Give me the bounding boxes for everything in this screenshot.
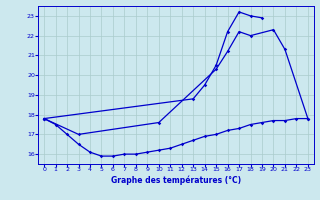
X-axis label: Graphe des températures (°C): Graphe des températures (°C) bbox=[111, 175, 241, 185]
